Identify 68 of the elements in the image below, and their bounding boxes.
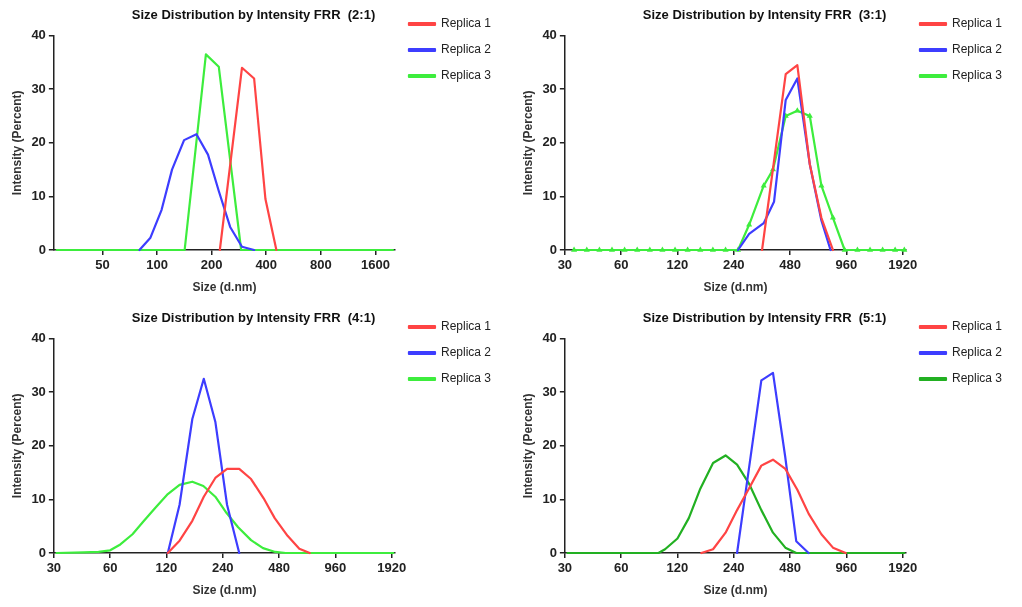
y-tick-label: 30 [542, 80, 557, 96]
y-tick-label: 0 [38, 241, 46, 257]
legend-label: Replica 1 [440, 319, 492, 334]
y-axis-title: Intensity (Percent) [9, 90, 24, 196]
legend-label: Replica 1 [951, 319, 1003, 334]
y-tick-label: 10 [542, 490, 557, 506]
x-tick-label: 240 [722, 257, 745, 273]
x-tick-label: 60 [613, 257, 629, 273]
legend-label: Replica 2 [951, 345, 1003, 360]
x-tick-label: 800 [309, 257, 332, 273]
y-axis-title: Intensity (Percent) [9, 393, 24, 499]
chart-title: Size Distribution by Intensity FRR (2:1) [131, 7, 376, 23]
x-tick-label: 240 [722, 560, 745, 576]
x-tick-label: 120 [666, 560, 689, 576]
y-tick-label: 10 [31, 187, 46, 203]
x-tick-label: 960 [835, 257, 858, 273]
y-tick-label: 20 [31, 437, 46, 453]
y-tick-label: 40 [542, 330, 557, 346]
y-tick-label: 0 [549, 241, 557, 257]
x-axis-title: Size (d.nm) [192, 280, 257, 295]
y-tick-label: 40 [542, 27, 557, 43]
legend-label: Replica 2 [440, 42, 492, 57]
x-tick-label: 50 [95, 257, 110, 273]
y-tick-label: 40 [31, 330, 46, 346]
y-axis-title: Intensity (Percent) [520, 393, 535, 499]
x-tick-label: 960 [835, 560, 858, 576]
x-tick-label: 960 [324, 560, 347, 576]
y-tick-label: 20 [542, 134, 557, 150]
x-tick-label: 1920 [888, 257, 918, 273]
y-tick-label: 0 [38, 544, 46, 560]
x-tick-label: 480 [779, 560, 801, 576]
x-axis-title: Size (d.nm) [703, 280, 768, 295]
y-tick-label: 30 [542, 383, 557, 399]
y-tick-label: 20 [31, 134, 46, 150]
y-tick-label: 30 [31, 383, 46, 399]
chart-title: Size Distribution by Intensity FRR (3:1) [642, 7, 887, 23]
y-axis-title: Intensity (Percent) [520, 90, 535, 196]
x-tick-label: 120 [666, 257, 689, 273]
x-tick-label: 1920 [888, 560, 918, 576]
y-tick-label: 10 [31, 490, 46, 506]
x-tick-label: 60 [102, 560, 118, 576]
x-tick-label: 60 [613, 560, 629, 576]
legend-label: Replica 3 [440, 371, 492, 386]
x-tick-label: 200 [200, 257, 223, 273]
x-tick-label: 480 [268, 560, 290, 576]
legend-label: Replica 3 [951, 371, 1003, 386]
legend-label: Replica 3 [951, 68, 1003, 83]
x-tick-label: 400 [255, 257, 278, 273]
legend-label: Replica 1 [440, 16, 492, 31]
legend-label: Replica 3 [440, 68, 492, 83]
chart-title: Size Distribution by Intensity FRR (4:1) [131, 310, 376, 326]
chart-title: Size Distribution by Intensity FRR (5:1) [642, 310, 887, 326]
x-tick-label: 120 [155, 560, 178, 576]
y-tick-label: 20 [542, 437, 557, 453]
x-tick-label: 1920 [377, 560, 407, 576]
x-tick-label: 1600 [360, 257, 390, 273]
x-tick-label: 100 [146, 257, 168, 273]
x-axis-title: Size (d.nm) [192, 583, 257, 598]
x-axis-title: Size (d.nm) [703, 583, 768, 598]
legend-label: Replica 1 [951, 16, 1003, 31]
legend-label: Replica 2 [440, 345, 492, 360]
y-tick-label: 10 [542, 187, 557, 203]
y-tick-label: 0 [549, 544, 557, 560]
x-tick-label: 480 [779, 257, 801, 273]
x-tick-label: 240 [211, 560, 234, 576]
y-tick-label: 30 [31, 80, 46, 96]
y-tick-label: 40 [31, 27, 46, 43]
legend-label: Replica 2 [951, 42, 1003, 57]
